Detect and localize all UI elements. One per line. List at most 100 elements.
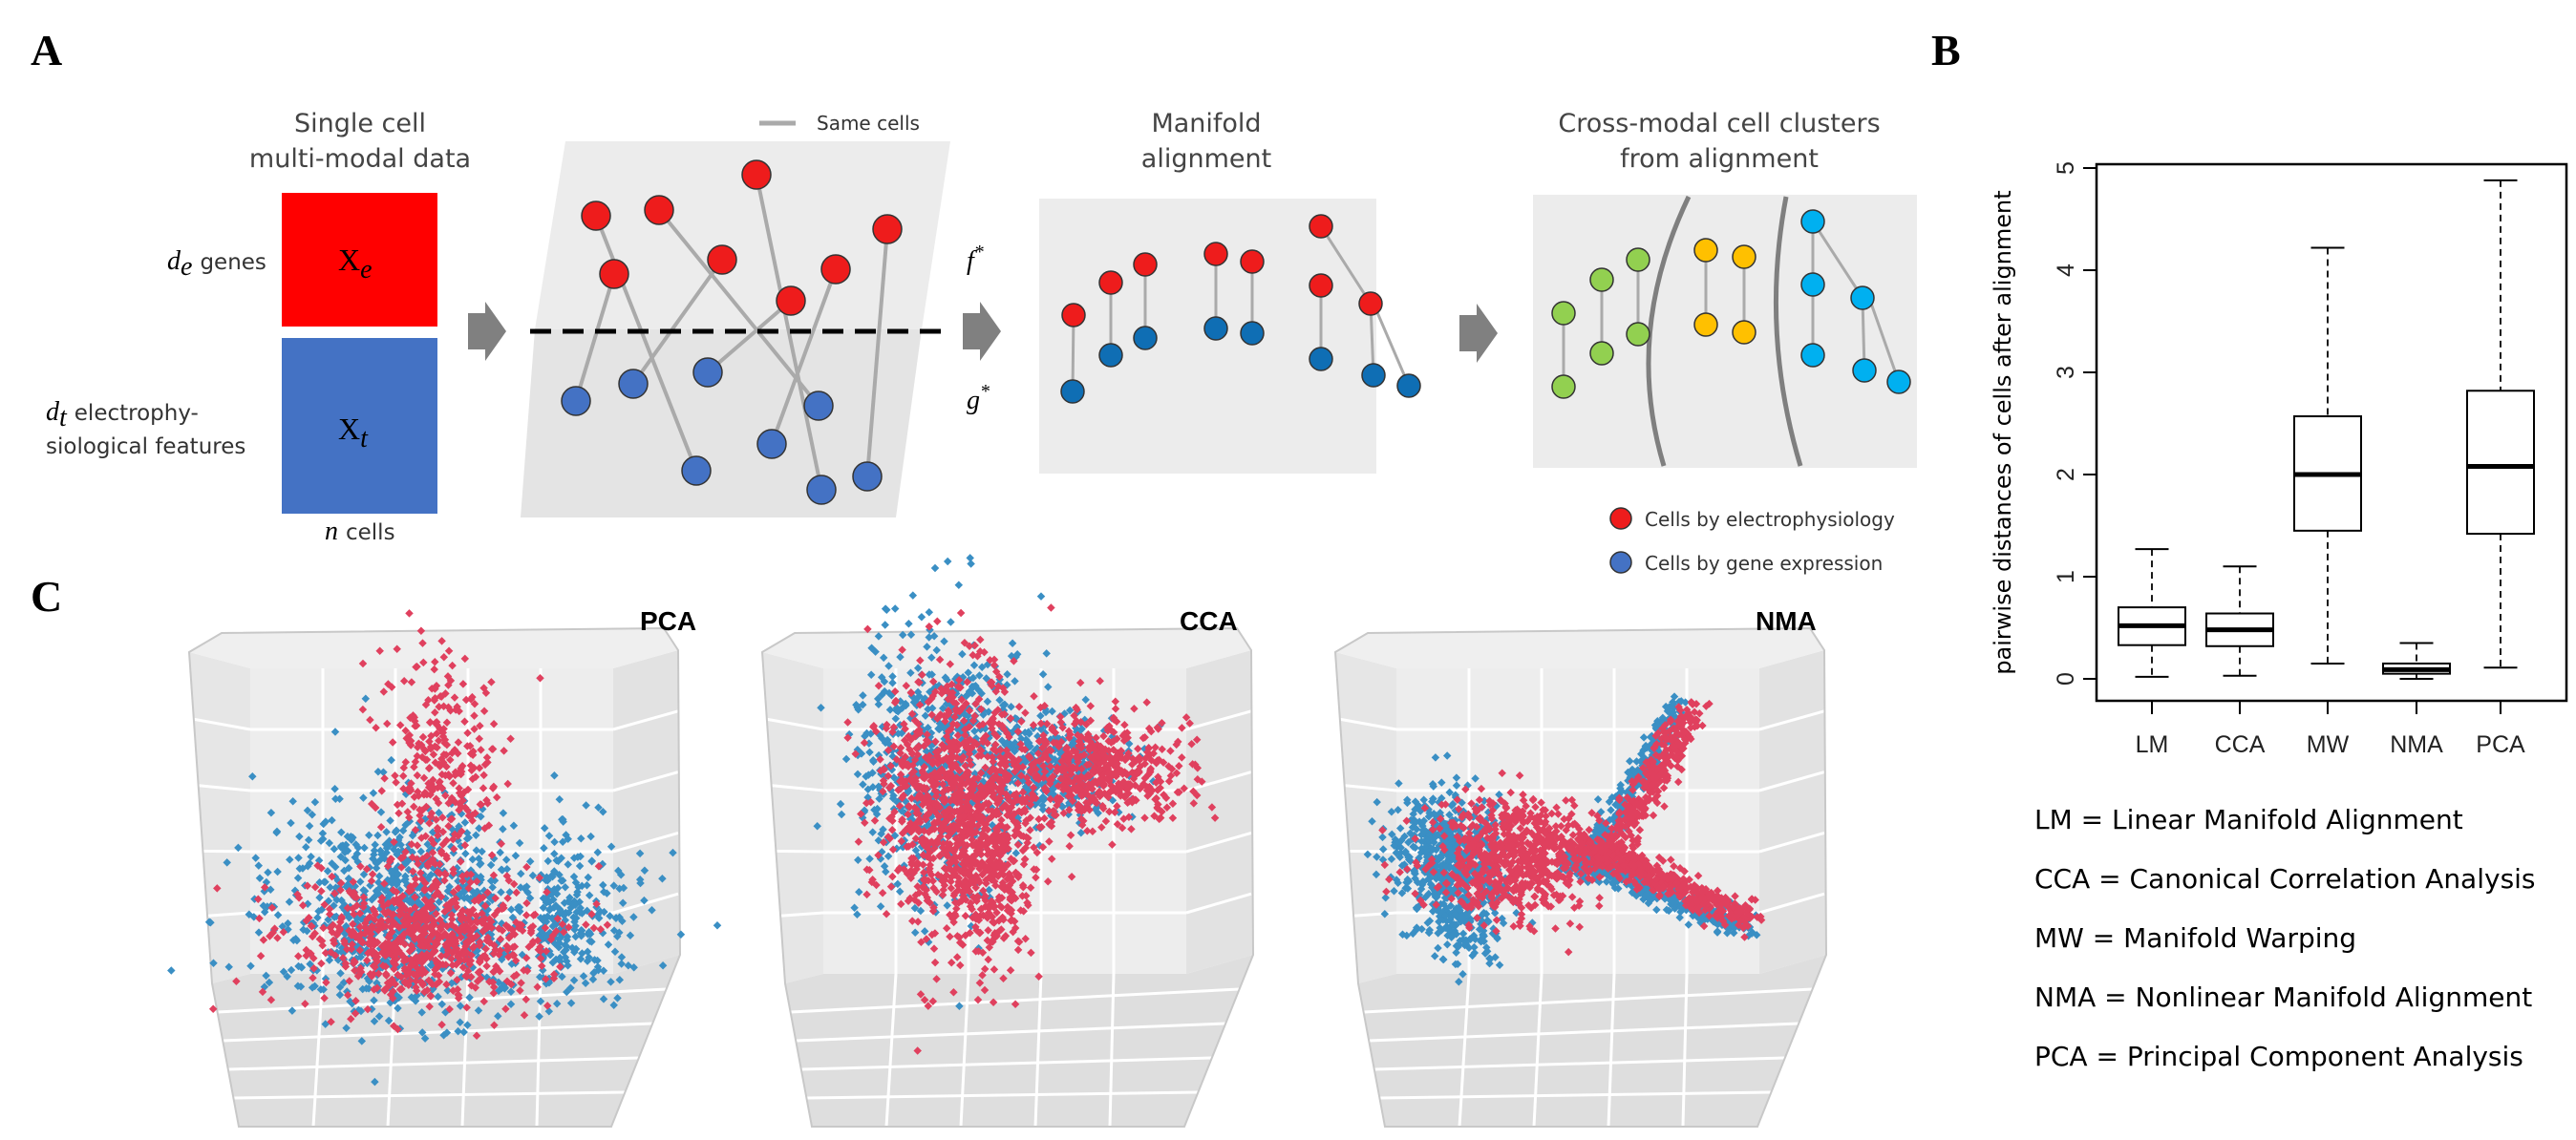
gene-expression-point (506, 987, 516, 996)
gene-expression-point (323, 867, 332, 876)
gene-expression-point (460, 818, 470, 827)
grid-line (233, 1090, 626, 1100)
ephys-cell-node (776, 285, 806, 316)
aligned-gene-node (1133, 326, 1158, 350)
ephys-cell-node (644, 195, 674, 225)
y-tick-label: 5 (2053, 161, 2079, 175)
same-cells-label: Same cells (817, 112, 920, 135)
gene-expression-point (443, 887, 453, 896)
yellow-cluster-node (1732, 320, 1756, 345)
gene-expression-point (315, 893, 324, 902)
gene-expression-point (1036, 592, 1046, 601)
method-legend-entry: NMA = Nonlinear Manifold Alignment (2034, 982, 2532, 1013)
gene-expression-point (374, 1012, 384, 1021)
cyan-cluster-node (1800, 343, 1825, 368)
gene-expression-point (325, 838, 334, 848)
gene-expression-point (279, 967, 288, 977)
gene-expression-point (251, 854, 260, 862)
gene-expression-point (908, 591, 918, 600)
gene-expression-point (947, 618, 955, 626)
gene-expression-point (582, 801, 590, 810)
gene-expression-point (262, 971, 270, 981)
electrophysiology-point (956, 608, 966, 618)
xt-matrix-block (282, 338, 437, 514)
method-legend-entry: MW = Manifold Warping (2034, 922, 2356, 954)
grid-line (223, 1022, 653, 1043)
aligned-ephys-node (1061, 303, 1086, 327)
y-tick-label: 0 (2053, 672, 2079, 686)
flow-arrow-2 (963, 302, 1001, 361)
iqr-box (2466, 390, 2535, 536)
ephys-label-line1: dt electrophy- (46, 397, 199, 433)
grid-line (227, 1056, 639, 1071)
green-cluster-node (1589, 267, 1614, 292)
gene-expression-point (308, 811, 317, 819)
gene-expression-point (384, 1016, 394, 1025)
f-label: f* (967, 242, 984, 276)
gene-expression-point (337, 828, 346, 837)
aligned-gene-node (1203, 316, 1228, 341)
scatter-3d-cube: CCA (760, 554, 1255, 1128)
gene-expression-point (266, 809, 276, 817)
gene-expression-point (550, 771, 559, 780)
step1-title-line1: Single cell (294, 109, 426, 138)
gene-expression-point (713, 921, 722, 930)
gene-expression-point (336, 853, 346, 861)
gene-expression-point (359, 870, 369, 879)
gene-expression-point (254, 861, 264, 870)
gene-expression-point (435, 809, 443, 817)
aligned-pairs (1060, 214, 1421, 404)
step4-title-line2: from alignment (1620, 144, 1819, 174)
aligned-gene-node (1396, 373, 1421, 398)
same-cell-link (594, 215, 698, 472)
gene-expression-point (283, 972, 291, 982)
grid-line (612, 709, 679, 731)
gene-expression-point (373, 831, 382, 840)
gene-expression-point (585, 891, 594, 900)
gene-expression-point (966, 554, 974, 562)
same-cell-link (755, 174, 823, 491)
ephys-label-line2: siological features (46, 434, 245, 459)
electrophysiology-point (1047, 603, 1055, 612)
gene-cell-node (692, 357, 723, 388)
green-cluster-node (1626, 322, 1650, 347)
electrophysiology-point (933, 617, 942, 625)
gene-expression-point (259, 901, 268, 910)
cyan-cluster-node (1850, 285, 1875, 310)
aligned-ephys-node (1240, 249, 1265, 274)
cube-right-wall (613, 650, 680, 974)
cluster-boundary-2 (1773, 196, 1803, 467)
grid-line (188, 911, 251, 919)
gene-expression-point (905, 620, 913, 628)
gene-expression-point (370, 1017, 379, 1025)
same-cell-link (657, 208, 820, 408)
gene-expression-point (371, 1077, 379, 1087)
gene-expression-point (509, 821, 519, 830)
alignment-link (1071, 314, 1075, 392)
legend-red-dot (1609, 507, 1632, 530)
cube-left-wall (762, 652, 823, 983)
flow-arrow-1 (468, 302, 506, 361)
gene-expression-point (285, 897, 294, 906)
xt-label: Xt (338, 412, 369, 454)
genes-label: de genes (167, 246, 266, 282)
gene-expression-point (304, 861, 312, 871)
x-tick-label: CCA (2215, 731, 2266, 758)
ephys-cell-node (599, 259, 629, 289)
ephys-cell-node (820, 254, 851, 285)
gene-expression-point (507, 905, 516, 914)
scatter-3d-plots: PCA CCA NMA (167, 554, 1828, 1128)
same-cell-link (631, 258, 724, 386)
aligned-gene-node (1240, 321, 1265, 346)
cluster-box (1533, 195, 1917, 468)
gene-expression-point (930, 563, 940, 573)
alignment-link (1372, 303, 1411, 387)
gene-expression-point (925, 608, 934, 617)
aligned-gene-node (1361, 363, 1386, 388)
cyan-cluster-node (1852, 358, 1877, 383)
panel-c-letter: C (31, 572, 62, 621)
boxplot-frame (2095, 162, 2568, 703)
cube-top (189, 628, 678, 668)
